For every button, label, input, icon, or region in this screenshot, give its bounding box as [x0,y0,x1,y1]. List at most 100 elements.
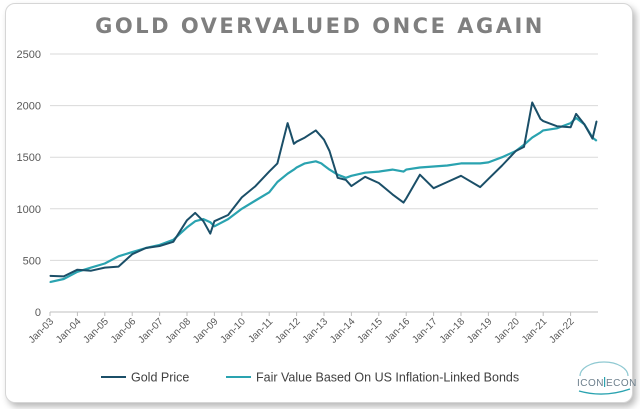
x-tick-label: Jan-13 [301,316,331,346]
data-point [117,255,120,257]
data-point [328,150,331,152]
data-point [293,169,295,171]
data-point [202,220,204,222]
x-tick-label: Jan-04 [54,316,84,346]
data-point [575,117,577,119]
data-point [556,127,558,129]
logo-swoosh [578,388,631,395]
data-point [350,175,352,177]
data-point [315,160,317,162]
data-point [63,275,65,277]
x-tick-label: Jan-10 [219,316,249,346]
data-point [405,197,407,200]
data-point [460,175,462,177]
data-point [320,136,322,138]
data-point [104,267,106,269]
data-point [209,233,211,235]
line-fair-value [49,116,598,284]
data-point [596,120,598,122]
data-point [345,177,347,179]
x-tick-label: Jan-09 [191,316,221,346]
data-point [570,126,572,128]
data-point [402,171,405,173]
data-point [76,269,78,271]
logo-text-left: ICON [577,378,604,389]
data-point [213,225,215,227]
logo-divider [604,377,606,387]
x-tick-label: Jan-12 [273,316,303,346]
data-point [460,162,462,164]
y-tick-label: 2000 [17,101,41,113]
series-gold-price [49,101,598,278]
x-tick-label: Jan-07 [136,316,166,346]
data-point [405,169,407,171]
series-fair-value [49,116,598,284]
x-tick-label: Jan-20 [493,316,523,346]
data-point [268,191,270,193]
data-point [202,218,204,220]
data-point [570,122,572,124]
data-point [479,162,481,164]
data-point [131,251,133,253]
data-point [276,181,278,183]
data-point [213,220,215,222]
data-point [433,165,435,168]
data-point [172,241,174,243]
data-point [539,131,542,133]
data-point [268,171,270,173]
data-point [378,182,380,184]
data-point [523,146,525,148]
x-tick-label: Jan-14 [328,316,358,346]
y-tick-label: 1000 [17,204,41,216]
data-point [591,138,594,140]
data-point [328,169,331,171]
data-point [227,218,229,220]
data-point [241,208,243,210]
data-point [241,196,243,198]
data-point [575,113,577,115]
x-tick-label: Jan-17 [410,316,440,346]
data-point [433,187,435,189]
data-point [159,245,161,247]
data-point [345,179,347,181]
data-point [76,271,78,273]
data-point [254,185,257,187]
data-point [531,137,533,139]
data-point [323,164,325,167]
data-point [117,266,120,268]
y-axis: 0 500 1000 1500 2000 2500 [17,49,41,319]
legend: Gold Price Fair Value Based On US Inflat… [101,371,519,385]
data-point [487,161,489,163]
data-point [227,214,229,216]
chart-title: GOLD OVERVALUED ONCE AGAIN [95,14,545,38]
chart-card [5,3,633,403]
data-point [542,120,544,122]
x-tick-label: Jan-22 [547,316,577,346]
data-point [104,262,106,265]
x-tick-label: Jan-18 [438,316,468,346]
iconecon-logo: ICON ECON [577,361,636,395]
x-tick-label: Jan-03 [27,316,57,346]
data-point [487,178,489,180]
data-point [131,253,133,255]
data-point [542,129,544,131]
data-point [364,172,366,174]
data-point [49,275,51,277]
data-point [350,185,352,187]
series-lines [49,101,598,284]
data-point [446,181,448,183]
data-point [293,143,295,145]
y-tick-label: 1500 [17,152,41,164]
data-point [194,212,196,214]
data-point [296,166,298,169]
x-tick-label: Jan-21 [520,316,550,346]
x-axis: Jan-03Jan-04Jan-05Jan-06Jan-07Jan-08Jan-… [27,312,577,346]
data-point [391,193,394,195]
data-point [596,140,598,142]
data-point [304,162,306,164]
data-point [539,118,542,120]
y-tick-label: 0 [35,307,41,319]
data-point [583,123,585,125]
data-point [378,171,380,173]
data-point [402,202,405,204]
